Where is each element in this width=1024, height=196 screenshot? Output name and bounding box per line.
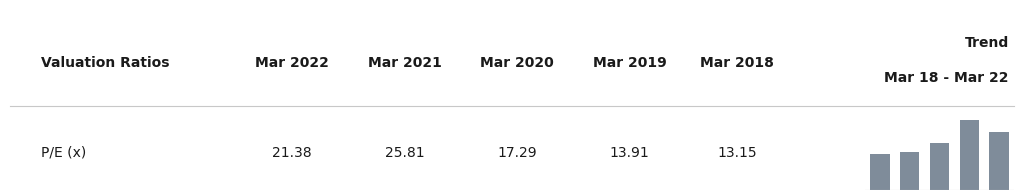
Bar	[930, 143, 949, 190]
Bar	[959, 120, 979, 190]
Text: Mar 2020: Mar 2020	[480, 56, 554, 70]
Bar	[989, 132, 1009, 190]
Text: Valuation Ratios: Valuation Ratios	[41, 56, 169, 70]
Bar	[870, 154, 890, 190]
Text: 13.15: 13.15	[718, 146, 757, 160]
Text: 21.38: 21.38	[272, 146, 311, 160]
Text: 25.81: 25.81	[385, 146, 424, 160]
Text: Trend: Trend	[965, 36, 1009, 50]
Text: Mar 18 - Mar 22: Mar 18 - Mar 22	[884, 71, 1009, 85]
Text: Mar 2019: Mar 2019	[593, 56, 667, 70]
Text: Mar 2018: Mar 2018	[700, 56, 774, 70]
Text: Mar 2021: Mar 2021	[368, 56, 441, 70]
Bar	[900, 152, 920, 190]
Text: 13.91: 13.91	[610, 146, 649, 160]
Text: Mar 2022: Mar 2022	[255, 56, 329, 70]
Text: P/E (x): P/E (x)	[41, 146, 86, 160]
Text: 17.29: 17.29	[498, 146, 537, 160]
